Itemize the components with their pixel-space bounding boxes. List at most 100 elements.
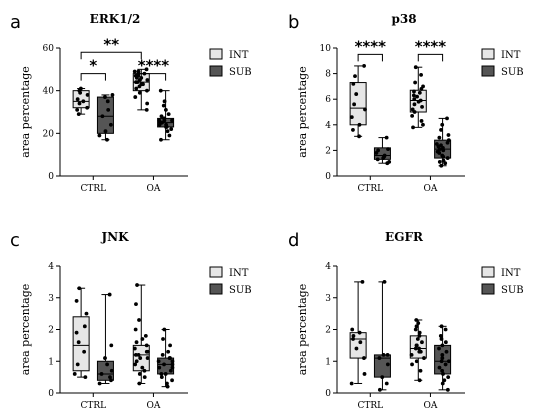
data-point (421, 122, 425, 127)
chart-title: ERK1/2 (90, 12, 141, 26)
data-point (74, 299, 79, 303)
data-point (77, 101, 82, 106)
box-oa-int (132, 283, 150, 386)
data-point (134, 302, 138, 306)
legend-item-sub: SUB (481, 65, 524, 78)
data-point (159, 114, 164, 119)
x-tick-label: CTRL (357, 401, 383, 411)
data-point (135, 283, 139, 287)
data-point (76, 112, 81, 117)
box-oa-sub (156, 327, 175, 389)
data-point (414, 343, 419, 348)
significance-bracket: * (80, 57, 106, 81)
legend-swatch (209, 65, 223, 77)
data-point (170, 365, 175, 370)
x-tick-label: CTRL (80, 184, 106, 194)
x-tick-label: CTRL (80, 401, 106, 411)
data-point (410, 113, 415, 118)
data-point (76, 340, 81, 345)
data-point (134, 86, 139, 91)
data-point (77, 286, 82, 291)
box-oa-int (409, 318, 427, 383)
data-point (168, 343, 172, 348)
data-point (443, 327, 448, 332)
legend-item-sub: SUB (209, 65, 252, 78)
significance-label: * (89, 57, 97, 75)
data-point (446, 359, 451, 364)
data-point (144, 107, 149, 112)
legend-item-sub: SUB (481, 283, 524, 296)
data-point (105, 137, 109, 142)
data-point (375, 157, 380, 162)
significance-bracket: **** (138, 57, 170, 81)
data-point (358, 340, 363, 345)
data-point (145, 349, 150, 354)
significance-bracket: **** (355, 37, 386, 62)
data-point (416, 321, 421, 326)
data-point (162, 116, 167, 121)
data-point (137, 90, 142, 95)
data-point (417, 346, 421, 351)
data-point (157, 365, 162, 370)
data-point (415, 94, 419, 99)
data-point (384, 135, 389, 140)
data-point (419, 72, 423, 77)
data-point (83, 375, 88, 380)
data-point (140, 365, 145, 370)
data-point (385, 362, 390, 367)
data-point (437, 346, 441, 351)
data-point (103, 129, 108, 134)
x-tick-label: OA (423, 184, 437, 194)
data-point (351, 128, 355, 132)
box-ctrl-int (349, 279, 367, 386)
data-point (141, 82, 145, 87)
legend-label: SUB (501, 67, 524, 78)
legend-label: INT (501, 268, 521, 279)
data-point (170, 362, 175, 367)
legend-item-int: INT (481, 48, 521, 61)
data-point (417, 90, 422, 95)
box-iqr (72, 316, 90, 372)
bracket-line (80, 51, 142, 60)
data-point (435, 149, 440, 154)
data-point (417, 378, 422, 383)
data-point (418, 98, 423, 103)
data-point (443, 340, 448, 345)
data-point (411, 125, 415, 130)
chart-title: EGFR (385, 230, 424, 244)
y-axis-label: area percentage (296, 284, 309, 375)
box-ctrl-int (72, 86, 90, 117)
data-point (103, 356, 107, 360)
legend-item-sub: SUB (209, 283, 252, 296)
data-point (386, 147, 390, 152)
data-point (133, 95, 138, 99)
data-point (109, 368, 114, 373)
significance-label: **** (138, 57, 170, 75)
legend-label: SUB (229, 285, 252, 296)
data-point (109, 343, 114, 348)
data-point (410, 362, 414, 367)
panel-letter: c (10, 230, 20, 251)
box-ctrl-int (72, 286, 90, 380)
data-point (412, 89, 416, 94)
data-point (420, 340, 424, 345)
data-point (133, 353, 138, 357)
significance-label: ** (103, 35, 119, 53)
data-point (166, 112, 171, 117)
y-tick-label: 0 (325, 389, 331, 399)
data-point (377, 356, 382, 360)
data-point (164, 122, 168, 127)
data-point (419, 119, 424, 123)
data-point (351, 337, 355, 341)
data-point (387, 160, 392, 164)
y-tick-label: 6 (325, 95, 331, 105)
data-point (132, 346, 137, 351)
legend-swatch (209, 283, 223, 295)
data-point (145, 101, 150, 106)
data-point (162, 99, 167, 104)
data-point (440, 368, 445, 373)
data-point (165, 384, 170, 389)
box-oa-int (132, 67, 150, 112)
data-point (133, 362, 138, 367)
